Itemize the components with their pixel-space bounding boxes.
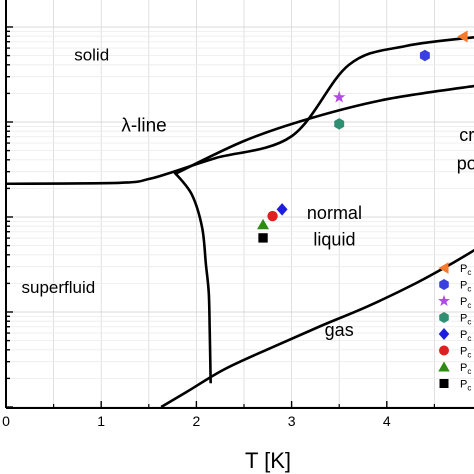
legend-label-6: Pc <box>460 346 471 360</box>
axes-frame <box>5 0 474 409</box>
region-label-critical-point-2: po <box>457 154 474 174</box>
data-points <box>257 30 468 243</box>
region-label-superfluid: superfluid <box>22 278 96 297</box>
data-point-1 <box>457 30 468 43</box>
x-tick-label-0: 0 <box>2 413 10 429</box>
legend-marker-5 <box>438 328 450 340</box>
x-axis-label: T [K] <box>245 448 291 473</box>
data-point-3 <box>333 90 346 103</box>
legend-marker-7 <box>438 361 450 372</box>
x-tick-label-1: 1 <box>97 413 105 429</box>
legend: Pc Pc Pc Pc Pc Pc Pc Pc <box>438 262 471 393</box>
legend-label-8: Pc <box>460 379 471 393</box>
x-tick-label-4: 4 <box>383 413 391 429</box>
data-point-5 <box>276 203 288 216</box>
x-axis-ticks: 0 1 2 3 4 <box>2 401 435 429</box>
region-label-critical-point-1: cr <box>459 125 474 145</box>
legend-marker-2 <box>439 279 449 290</box>
legend-marker-6 <box>439 345 449 356</box>
region-label-normal-liquid-1: normal <box>307 203 362 223</box>
legend-label-5: Pc <box>460 329 471 343</box>
region-label-lambda-line: λ-line <box>121 116 166 137</box>
data-point-8 <box>258 233 268 243</box>
legend-marker-4 <box>439 312 449 323</box>
region-label-normal-liquid-2: liquid <box>313 230 355 250</box>
region-label-solid: solid <box>74 45 109 64</box>
data-point-2 <box>419 49 430 62</box>
data-point-4 <box>334 118 345 130</box>
region-label-gas: gas <box>325 320 354 340</box>
solid-superfluid-boundary <box>173 84 474 176</box>
legend-label-3: Pc <box>460 296 471 310</box>
data-point-7 <box>257 218 270 230</box>
x-tick-label-2: 2 <box>193 413 201 429</box>
region-labels: solid superfluid normal liquid gas λ-line cr po <box>22 45 474 340</box>
legend-label-1: Pc <box>460 263 471 277</box>
legend-label-2: Pc <box>460 280 471 294</box>
legend-marker-8 <box>439 379 449 388</box>
x-tick-label-3: 3 <box>288 413 296 429</box>
legend-label-7: Pc <box>460 362 471 376</box>
data-point-6 <box>267 210 278 222</box>
legend-label-4: Pc <box>460 313 471 327</box>
melting-curve <box>5 36 474 186</box>
lambda-line-curve <box>173 171 212 384</box>
legend-marker-3 <box>438 294 450 307</box>
legend-marker-1 <box>438 262 449 274</box>
